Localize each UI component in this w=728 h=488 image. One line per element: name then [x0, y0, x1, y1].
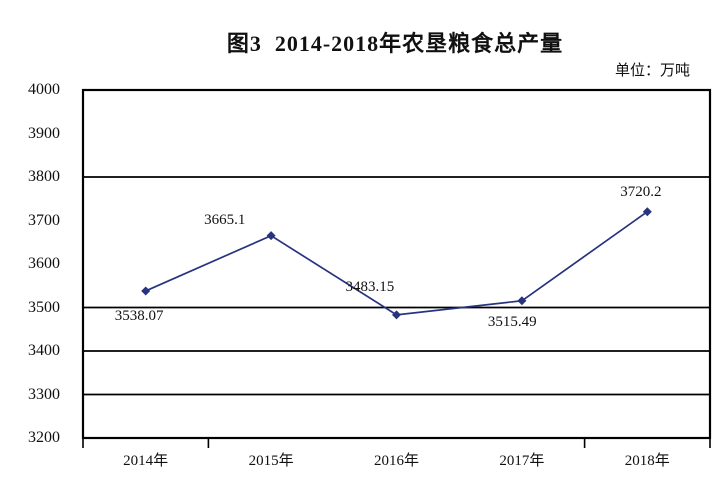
- x-axis-tick-label: 2014年: [123, 453, 169, 469]
- data-point-marker: [141, 286, 151, 296]
- data-point-label: 3515.49: [487, 313, 537, 330]
- plot-border: [81, 88, 712, 440]
- y-axis-tick-label: 3300: [28, 385, 60, 403]
- y-axis-tick-label: 3500: [28, 298, 60, 316]
- y-axis-tick-label: 3700: [28, 211, 60, 229]
- x-axis-tick-label: 2017年: [499, 453, 545, 469]
- x-axis-tick-label: 2015年: [248, 453, 294, 469]
- y-axis-tick-label: 3900: [28, 124, 60, 142]
- x-axis-tick-label: 2016年: [373, 453, 419, 469]
- x-axis-tick-label: 2018年: [624, 453, 670, 469]
- data-point-marker: [642, 207, 652, 217]
- y-axis-tick-label: 3800: [28, 168, 60, 185]
- y-axis-tick-label: 3600: [28, 255, 60, 272]
- data-point-label: 3538.07: [114, 307, 164, 324]
- chart-title: 图3 2014-2018年农垦粮食总产量: [226, 31, 564, 56]
- y-axis-tick-label: 4000: [28, 81, 60, 98]
- data-point-label: 3720.2: [620, 183, 662, 200]
- data-point-marker: [392, 310, 401, 320]
- data-point-label: 3483.15: [345, 278, 395, 295]
- unit-label: 单位：万吨: [614, 63, 690, 79]
- y-axis-tick-label: 3200: [28, 429, 60, 446]
- data-point-label: 3665.1: [204, 211, 246, 228]
- data-point-marker: [517, 296, 527, 306]
- y-axis-tick-label: 3400: [28, 342, 60, 359]
- data-point-marker: [266, 231, 276, 241]
